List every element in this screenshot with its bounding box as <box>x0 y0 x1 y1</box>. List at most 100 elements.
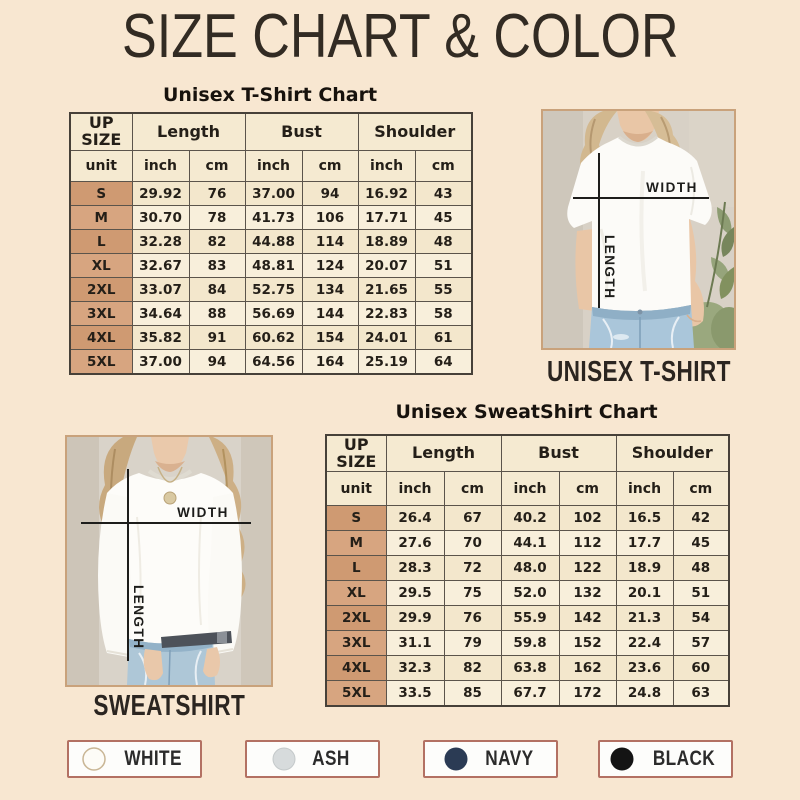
value-cell: 85 <box>443 680 502 707</box>
length-header: Length <box>131 112 246 151</box>
color-option-label: WHITE <box>124 747 182 770</box>
value-cell: 112 <box>558 530 617 556</box>
value-cell: 22.83 <box>357 301 416 326</box>
color-option-navy: NAVY <box>423 740 558 778</box>
right-hand <box>203 647 220 678</box>
value-cell: 60.62 <box>244 325 303 350</box>
value-cell: 72 <box>443 555 502 581</box>
value-cell: 37.00 <box>244 181 303 206</box>
table-row: L 28.3 72 48.0 122 18.9 48 <box>325 555 730 581</box>
unit-row: unit inch cm inch cm inch cm <box>69 150 473 182</box>
value-cell: 88 <box>188 301 246 326</box>
left-hand <box>143 649 163 681</box>
value-cell: 52.0 <box>500 580 560 606</box>
value-cell: 40.2 <box>500 505 560 531</box>
unit-cell: inch <box>500 471 560 506</box>
unit-cell: unit <box>69 150 133 182</box>
value-cell: 20.1 <box>615 580 674 606</box>
size-label-cell: 2XL <box>325 605 387 631</box>
value-cell: 122 <box>558 555 617 581</box>
value-cell: 144 <box>301 301 359 326</box>
size-label-cell: M <box>325 530 387 556</box>
value-cell: 20.07 <box>357 253 416 278</box>
value-cell: 25.19 <box>357 349 416 375</box>
value-cell: 21.3 <box>615 605 674 631</box>
unit-cell: cm <box>301 150 359 182</box>
up-size-header: UP SIZE <box>325 434 387 472</box>
table-row: 4XL 35.82 91 60.62 154 24.01 61 <box>69 325 473 350</box>
value-cell: 67.7 <box>500 680 560 707</box>
tshirt-photo-caption: UNISEX T-SHIRT <box>546 356 731 388</box>
value-cell: 56.69 <box>244 301 303 326</box>
unit-cell: cm <box>414 150 473 182</box>
value-cell: 22.4 <box>615 630 674 656</box>
size-label-cell: 5XL <box>69 349 133 375</box>
table-row: 2XL 29.9 76 55.9 142 21.3 54 <box>325 605 730 631</box>
unit-cell: cm <box>188 150 246 182</box>
value-cell: 172 <box>558 680 617 707</box>
table-row: S 26.4 67 40.2 102 16.5 42 <box>325 505 730 531</box>
value-cell: 48.0 <box>500 555 560 581</box>
value-cell: 33.07 <box>131 277 190 302</box>
bust-header: Bust <box>500 434 617 472</box>
value-cell: 42 <box>672 505 730 531</box>
unit-cell: inch <box>131 150 190 182</box>
value-cell: 24.01 <box>357 325 416 350</box>
page-title: SIZE CHART & COLOR <box>121 2 679 71</box>
table-row: XL 29.5 75 52.0 132 20.1 51 <box>325 580 730 606</box>
value-cell: 114 <box>301 229 359 254</box>
table-row: S 29.92 76 37.00 94 16.92 43 <box>69 181 473 206</box>
value-cell: 48 <box>414 229 473 254</box>
value-cell: 29.9 <box>385 605 445 631</box>
value-cell: 61 <box>414 325 473 350</box>
value-cell: 132 <box>558 580 617 606</box>
size-label-cell: S <box>325 505 387 531</box>
value-cell: 60 <box>672 655 730 681</box>
sweatshirt-chart-title: Unisex SweatShirt Chart <box>395 401 658 423</box>
table-header-row: UP SIZE Length Bust Shoulder <box>325 434 730 472</box>
value-cell: 70 <box>443 530 502 556</box>
value-cell: 64.56 <box>244 349 303 375</box>
size-label-cell: XL <box>325 580 387 606</box>
value-cell: 91 <box>188 325 246 350</box>
color-option-ash: ASH <box>245 740 380 778</box>
table-row: L 32.28 82 44.88 114 18.89 48 <box>69 229 473 254</box>
value-cell: 75 <box>443 580 502 606</box>
value-cell: 29.92 <box>131 181 190 206</box>
table-row: 5XL 37.00 94 64.56 164 25.19 64 <box>69 349 473 375</box>
shoulder-header: Shoulder <box>357 112 473 151</box>
color-option-white: WHITE <box>67 740 202 778</box>
value-cell: 94 <box>188 349 246 375</box>
value-cell: 31.1 <box>385 630 445 656</box>
color-option-black: BLACK <box>598 740 733 778</box>
value-cell: 164 <box>301 349 359 375</box>
bust-header: Bust <box>244 112 359 151</box>
value-cell: 32.67 <box>131 253 190 278</box>
width-measure-label: WIDTH <box>646 180 698 195</box>
table-row: 5XL 33.5 85 67.7 172 24.8 63 <box>325 680 730 707</box>
size-label-cell: 3XL <box>325 630 387 656</box>
sweatshirt-size-table: UP SIZE Length Bust Shoulder unit inch c… <box>325 434 731 707</box>
white-swatch-icon <box>82 747 106 771</box>
sweatshirt-garment <box>98 469 242 657</box>
table-row: 3XL 34.64 88 56.69 144 22.83 58 <box>69 301 473 326</box>
unit-cell: unit <box>325 471 387 506</box>
value-cell: 84 <box>188 277 246 302</box>
tshirt-chart-title: Unisex T-Shirt Chart <box>162 84 378 106</box>
unit-cell: cm <box>443 471 502 506</box>
value-cell: 94 <box>301 181 359 206</box>
value-cell: 67 <box>443 505 502 531</box>
value-cell: 63 <box>672 680 730 707</box>
size-label-cell: L <box>325 555 387 581</box>
denim-shorts <box>589 305 694 348</box>
value-cell: 29.5 <box>385 580 445 606</box>
size-label-cell: 2XL <box>69 277 133 302</box>
value-cell: 48.81 <box>244 253 303 278</box>
value-cell: 17.7 <box>615 530 674 556</box>
shoulder-header: Shoulder <box>615 434 730 472</box>
tshirt-garment <box>567 135 712 312</box>
value-cell: 16.5 <box>615 505 674 531</box>
value-cell: 52.75 <box>244 277 303 302</box>
black-swatch-icon <box>610 747 634 771</box>
